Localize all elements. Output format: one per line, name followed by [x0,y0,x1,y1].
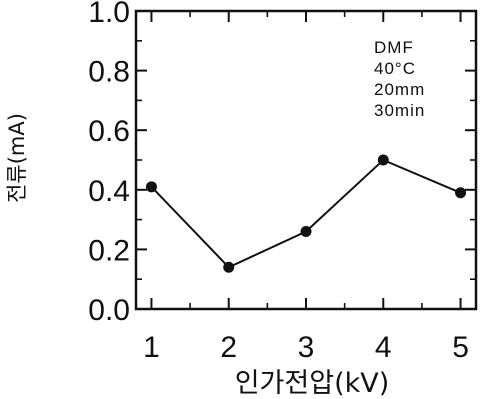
x-tick-label: 3 [298,331,315,364]
series [145,154,467,273]
data-point [300,226,312,238]
data-point [455,187,467,199]
data-point [223,261,235,273]
x-tick-label: 1 [143,331,160,364]
data-point [377,154,389,166]
annotation-line: 20mm [374,80,425,99]
y-tick-label: 1.0 [88,0,130,29]
y-tick-labels: 0.0 0.2 0.4 0.6 0.8 1.0 [88,0,130,327]
axis-ticks [136,10,476,310]
x-tick-labels: 1 2 3 4 5 [143,331,469,364]
x-tick-label: 4 [375,331,392,364]
y-axis-title: 전류(mA) [5,113,29,203]
series-line [150,158,461,269]
annotation-line: 30min [374,101,425,120]
x-tick-label: 5 [452,331,469,364]
annotation-line: DMF [374,38,414,57]
x-tick-label: 2 [220,331,237,364]
y-tick-label: 0.2 [88,234,130,267]
plot-frame [134,9,478,311]
condition-annotation: DMF 40°C 20mm 30min [374,38,425,120]
y-tick-label: 0.4 [88,175,130,208]
y-tick-label: 0.6 [88,115,130,148]
x-axis-title: 인가전압(kV) [235,368,390,399]
y-tick-label: 0.0 [88,294,130,327]
data-point [145,181,157,193]
annotation-line: 40°C [374,59,416,78]
y-tick-label: 0.8 [88,56,130,89]
